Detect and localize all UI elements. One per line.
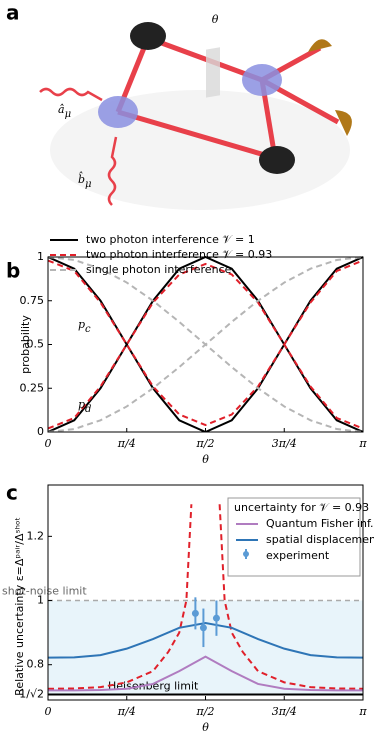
x-tick-label: π/2 bbox=[196, 705, 215, 718]
y-tick-label: 0.5 bbox=[27, 338, 45, 351]
beam-splitter bbox=[242, 64, 282, 96]
line bbox=[48, 256, 363, 432]
x-tick-label: π bbox=[358, 705, 367, 718]
x-tick-label: π/2 bbox=[196, 437, 215, 450]
legend-label: two photon interference 𝒱 = 0.93 bbox=[86, 248, 272, 261]
input-b-label: b̂μ bbox=[78, 172, 92, 190]
shadow bbox=[50, 90, 350, 210]
y-tick-label: 1/√2 bbox=[19, 688, 44, 701]
x-axis-label: θ bbox=[202, 453, 209, 466]
line bbox=[48, 504, 363, 690]
point bbox=[199, 624, 207, 632]
subscript: d bbox=[85, 404, 91, 415]
plot-area bbox=[48, 255, 363, 432]
panel-label: b bbox=[6, 259, 20, 283]
y-tick-label: 0 bbox=[37, 425, 44, 438]
input-a-label: âμ bbox=[58, 103, 71, 120]
y-axis-label: probability bbox=[19, 315, 32, 374]
base: b̂ bbox=[78, 172, 85, 186]
y-tick-label: 1 bbox=[37, 594, 44, 607]
point bbox=[191, 609, 199, 617]
detector bbox=[335, 110, 352, 136]
x-tick-label: 0 bbox=[45, 705, 52, 718]
y-tick-label: 0.25 bbox=[20, 381, 45, 394]
legend-label: two photon interference 𝒱 = 1 bbox=[86, 233, 255, 246]
base: p bbox=[78, 398, 85, 411]
shaded-region bbox=[48, 600, 363, 695]
x-tick-label: π/4 bbox=[117, 705, 136, 718]
x-axis-label: θ bbox=[202, 721, 209, 734]
plot-frame bbox=[47, 484, 364, 701]
y-axis-label: Relative uncertainty ε=Δᵖᵃⁱʳ/Δˢʰᵒᵗ bbox=[13, 517, 26, 696]
x-tick-label: 0 bbox=[45, 437, 52, 450]
y-tick-label: 1 bbox=[37, 250, 44, 263]
line bbox=[48, 621, 363, 659]
subscript: μ bbox=[85, 179, 92, 190]
detector bbox=[308, 39, 332, 52]
x-tick-label: 3π/4 bbox=[272, 437, 297, 450]
legend-label: single photon interference bbox=[86, 263, 232, 276]
setup-diagram: θ âμ b̂μ bbox=[39, 13, 352, 210]
beam-splitter bbox=[98, 96, 138, 128]
subscript: c bbox=[85, 324, 91, 335]
reference-label: shot-noise limit bbox=[2, 585, 87, 598]
base: â bbox=[58, 103, 65, 116]
line bbox=[48, 262, 363, 430]
plot-area bbox=[48, 504, 363, 692]
line bbox=[48, 259, 363, 427]
legend-label: spatial displacement bbox=[266, 533, 374, 546]
y-tick-label: 0.8 bbox=[27, 658, 45, 671]
y-tick-label: 0.75 bbox=[20, 294, 45, 307]
point bbox=[212, 614, 220, 622]
mirror bbox=[130, 22, 166, 50]
legend-box bbox=[227, 497, 361, 577]
plot-frame bbox=[47, 256, 364, 433]
annotation: pc bbox=[78, 318, 91, 335]
panel-label: a bbox=[6, 1, 20, 25]
theta-label: θ bbox=[212, 13, 219, 26]
input-wave bbox=[39, 87, 103, 102]
legend-label: experiment bbox=[266, 549, 330, 562]
x-tick-label: π bbox=[358, 437, 367, 450]
x-tick-label: 3π/4 bbox=[272, 705, 297, 718]
annotation: pd bbox=[78, 398, 91, 415]
input-wave bbox=[107, 136, 118, 206]
x-tick-label: π/4 bbox=[117, 437, 136, 450]
legend-label: Quantum Fisher inf. bbox=[266, 517, 374, 530]
reference-label: Heisenberg limit bbox=[108, 680, 199, 693]
legend-swatch bbox=[243, 551, 249, 557]
legend-title: uncertainty for 𝒱 = 0.93 bbox=[234, 501, 369, 514]
base: p bbox=[78, 318, 85, 331]
subscript: μ bbox=[65, 109, 72, 120]
mirror bbox=[259, 146, 295, 174]
phase-plate bbox=[206, 47, 220, 98]
y-tick-label: 1.2 bbox=[27, 529, 45, 542]
panel-label: c bbox=[6, 481, 18, 505]
line bbox=[48, 655, 363, 692]
line bbox=[48, 256, 363, 432]
